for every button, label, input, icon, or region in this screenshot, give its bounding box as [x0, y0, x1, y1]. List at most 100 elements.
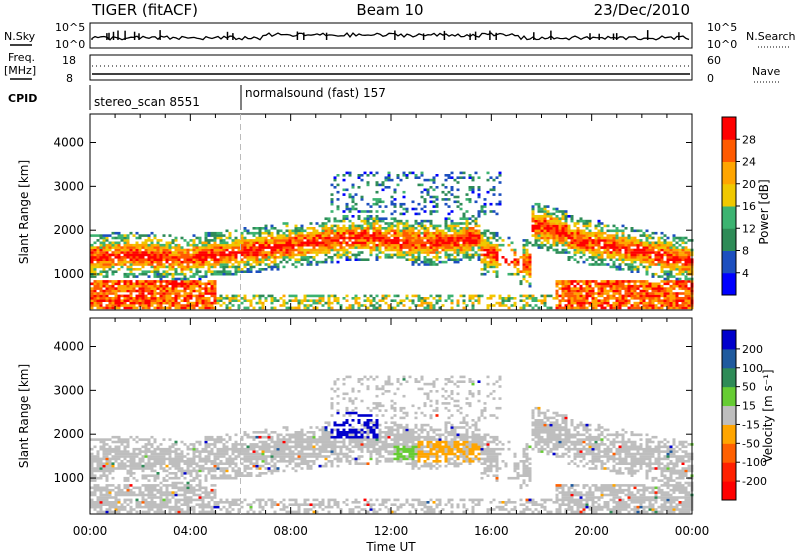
power-cell — [318, 260, 322, 264]
power-cell — [501, 256, 505, 259]
power-cell — [654, 253, 658, 257]
power-cell — [234, 243, 238, 247]
power-cell — [552, 243, 556, 247]
power-cell — [423, 234, 427, 237]
velocity-cell — [117, 491, 121, 494]
velocity-cell — [174, 464, 178, 468]
power-cell — [426, 246, 430, 249]
power-cell — [651, 236, 655, 240]
power-cell — [477, 188, 481, 192]
power-cell — [459, 236, 463, 240]
power-cell — [369, 224, 373, 228]
power-cell — [453, 258, 457, 261]
velocity-cell — [150, 508, 154, 511]
power-cell — [465, 193, 469, 196]
power-cell — [108, 234, 112, 237]
velocity-cell — [147, 460, 151, 463]
power-cell — [126, 243, 130, 247]
power-cell — [180, 260, 184, 264]
power-cell — [330, 241, 334, 245]
power-cell — [321, 243, 325, 247]
power-cell — [339, 236, 343, 240]
power-cell — [648, 246, 652, 249]
velocity-cell — [162, 476, 166, 480]
power-cell — [555, 306, 559, 310]
power-cell — [135, 246, 139, 249]
power-cell — [99, 246, 103, 249]
power-cell — [189, 280, 193, 283]
velocity-cell — [93, 503, 97, 506]
power-cell — [315, 229, 319, 233]
power-cell — [417, 222, 421, 225]
power-cell — [288, 256, 292, 259]
power-cell — [555, 282, 559, 286]
power-cell — [570, 231, 574, 235]
power-cell — [591, 292, 595, 295]
power-cell — [522, 253, 526, 257]
velocity-cell — [102, 496, 106, 499]
power-cell — [606, 280, 610, 283]
power-cell — [498, 243, 502, 247]
velocity-cell — [144, 455, 148, 458]
power-cell — [603, 289, 607, 293]
power-cell — [621, 282, 625, 286]
velocity-cell — [132, 491, 136, 494]
power-cell — [192, 258, 196, 261]
power-cell — [378, 200, 382, 204]
power-cell — [654, 251, 658, 254]
power-cell — [420, 174, 424, 177]
power-cell — [309, 294, 313, 298]
velocity-cell — [123, 438, 127, 441]
power-cell — [159, 280, 163, 283]
power-cell — [156, 253, 160, 257]
power-cell — [153, 275, 157, 278]
power-cell — [225, 304, 229, 307]
power-cell — [558, 229, 562, 233]
power-cell — [645, 234, 649, 237]
power-cell — [420, 241, 424, 245]
power-cell — [522, 246, 526, 249]
power-cell — [588, 256, 592, 259]
power-cell — [612, 234, 616, 237]
power-cell — [300, 243, 304, 247]
power-cell — [291, 246, 295, 249]
power-cell — [240, 258, 244, 261]
power-cell — [666, 287, 670, 290]
power-cell — [207, 231, 211, 235]
power-cell — [315, 222, 319, 225]
power-cell — [537, 215, 541, 218]
power-cell — [198, 239, 202, 242]
velocity-cell — [153, 474, 157, 477]
velocity-cell — [171, 462, 175, 465]
velocity-cell — [165, 501, 169, 504]
power-cell — [372, 241, 376, 245]
power-cell — [252, 265, 256, 269]
velocity-cell — [153, 476, 157, 480]
power-cell — [183, 253, 187, 257]
y-tick-label: 3000 — [53, 179, 84, 193]
power-cell — [606, 304, 610, 307]
power-cell — [261, 253, 265, 257]
power-cell — [570, 287, 574, 290]
power-cell — [165, 299, 169, 302]
power-cell — [537, 246, 541, 249]
power-cell — [204, 231, 208, 235]
power-cell — [645, 284, 649, 288]
velocity-cell — [123, 493, 127, 497]
power-cell — [393, 299, 397, 302]
power-cell — [564, 210, 568, 213]
power-cell — [126, 265, 130, 269]
power-cell — [468, 239, 472, 242]
power-cell — [381, 236, 385, 240]
power-cell — [405, 227, 409, 230]
power-cell — [570, 282, 574, 286]
power-cell — [105, 258, 109, 261]
power-cell — [108, 241, 112, 245]
power-cell — [354, 202, 358, 206]
velocity-cell — [117, 493, 121, 497]
velocity-cell — [117, 484, 121, 487]
velocity-cell — [156, 445, 160, 449]
velocity-cell — [117, 501, 121, 504]
power-cell — [270, 251, 274, 254]
velocity-cell — [174, 484, 178, 487]
